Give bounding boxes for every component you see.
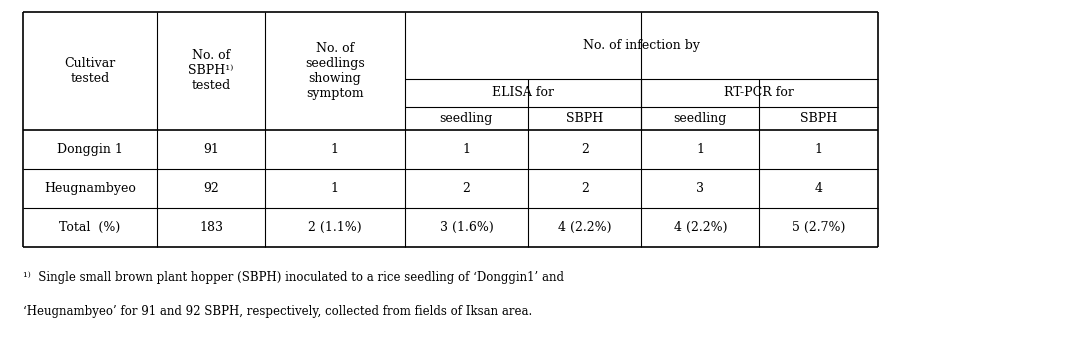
Text: 2: 2 bbox=[581, 182, 589, 195]
Text: 1: 1 bbox=[331, 182, 338, 195]
Text: ¹⁾  Single small brown plant hopper (SBPH) inoculated to a rice seedling of ‘Don: ¹⁾ Single small brown plant hopper (SBPH… bbox=[23, 271, 564, 284]
Text: ELISA for: ELISA for bbox=[492, 87, 554, 100]
Text: 1: 1 bbox=[462, 143, 470, 156]
Text: SBPH: SBPH bbox=[800, 112, 838, 125]
Text: 1: 1 bbox=[815, 143, 823, 156]
Text: 4 (2.2%): 4 (2.2%) bbox=[674, 221, 727, 234]
Text: Heugnambyeo: Heugnambyeo bbox=[44, 182, 136, 195]
Text: 2: 2 bbox=[462, 182, 470, 195]
Text: No. of infection by: No. of infection by bbox=[582, 39, 700, 52]
Text: 3 (1.6%): 3 (1.6%) bbox=[440, 221, 494, 234]
Text: RT-PCR for: RT-PCR for bbox=[724, 87, 794, 100]
Text: 1: 1 bbox=[696, 143, 704, 156]
Text: 91: 91 bbox=[203, 143, 219, 156]
Text: No. of
seedlings
showing
symptom: No. of seedlings showing symptom bbox=[305, 42, 364, 100]
Text: Donggin 1: Donggin 1 bbox=[57, 143, 123, 156]
Text: SBPH: SBPH bbox=[566, 112, 604, 125]
Text: No. of
SBPH¹⁾
tested: No. of SBPH¹⁾ tested bbox=[189, 50, 234, 92]
Text: 1: 1 bbox=[331, 143, 338, 156]
Text: Cultivar
tested: Cultivar tested bbox=[65, 57, 115, 85]
Text: 2 (1.1%): 2 (1.1%) bbox=[308, 221, 361, 234]
Text: 5 (2.7%): 5 (2.7%) bbox=[792, 221, 845, 234]
Text: 92: 92 bbox=[203, 182, 219, 195]
Text: Total  (%): Total (%) bbox=[59, 221, 121, 234]
Text: 2: 2 bbox=[581, 143, 589, 156]
Text: 4 (2.2%): 4 (2.2%) bbox=[558, 221, 611, 234]
Text: seedling: seedling bbox=[674, 112, 727, 125]
Text: 183: 183 bbox=[199, 221, 223, 234]
Text: 4: 4 bbox=[815, 182, 823, 195]
Text: ‘Heugnambyeo’ for 91 and 92 SBPH, respectively, collected from fields of Iksan a: ‘Heugnambyeo’ for 91 and 92 SBPH, respec… bbox=[23, 305, 533, 318]
Text: seedling: seedling bbox=[440, 112, 493, 125]
Text: 3: 3 bbox=[696, 182, 704, 195]
